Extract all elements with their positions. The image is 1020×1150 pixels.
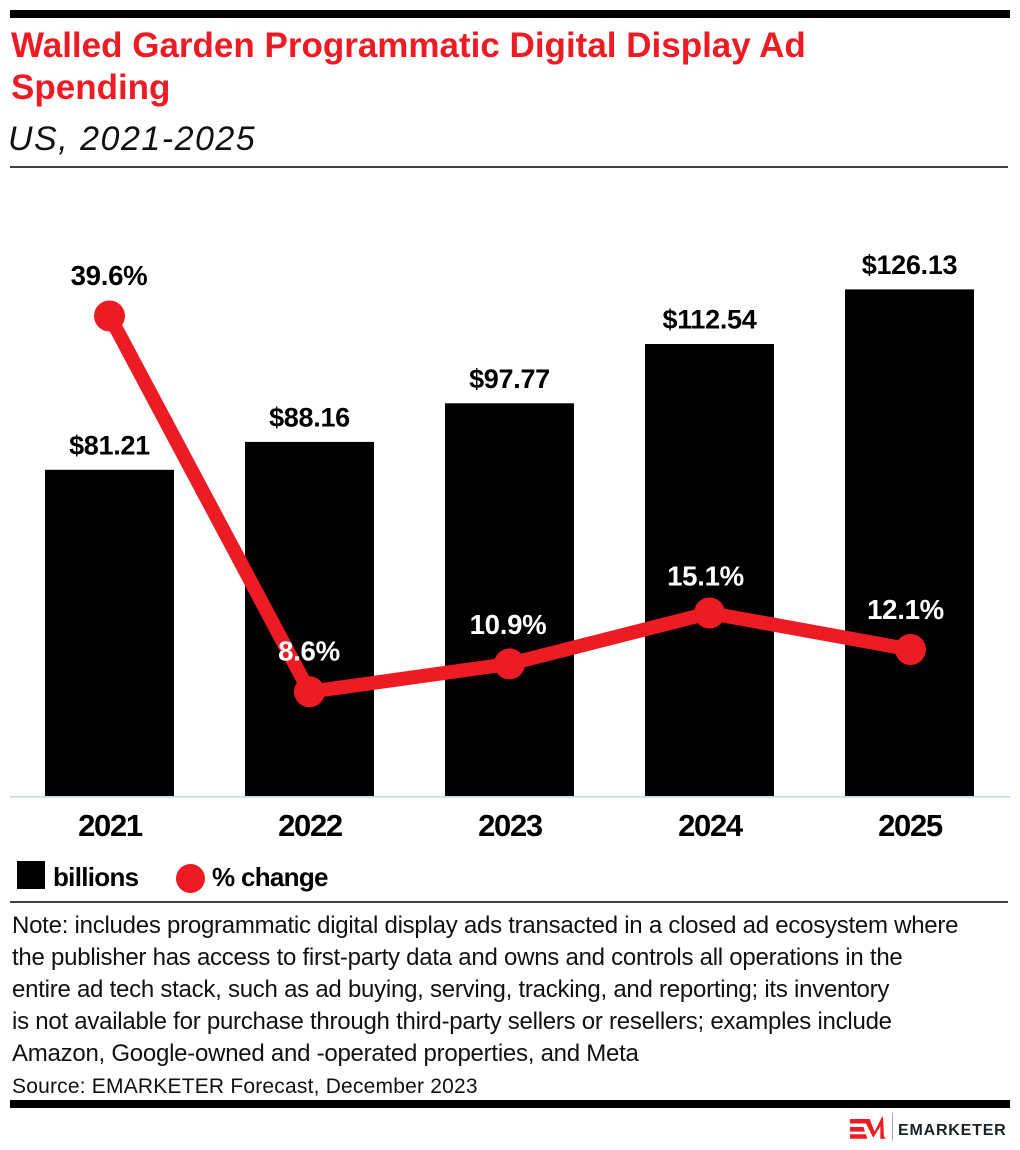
svg-text:15.1%: 15.1% <box>667 560 744 591</box>
svg-text:2025: 2025 <box>878 808 943 843</box>
svg-text:10.9%: 10.9% <box>470 609 547 640</box>
svg-text:$126.13: $126.13 <box>862 250 958 280</box>
svg-text:8.6%: 8.6% <box>278 636 340 667</box>
svg-text:2022: 2022 <box>278 808 342 843</box>
svg-text:2021: 2021 <box>78 808 143 843</box>
svg-text:$81.21: $81.21 <box>69 430 150 460</box>
svg-text:$97.77: $97.77 <box>469 364 550 394</box>
svg-text:39.6%: 39.6% <box>71 260 148 291</box>
svg-text:$112.54: $112.54 <box>662 305 756 335</box>
svg-text:2023: 2023 <box>478 808 543 843</box>
svg-text:2024: 2024 <box>678 808 744 843</box>
svg-text:12.1%: 12.1% <box>867 594 944 625</box>
svg-text:$88.16: $88.16 <box>269 402 350 432</box>
